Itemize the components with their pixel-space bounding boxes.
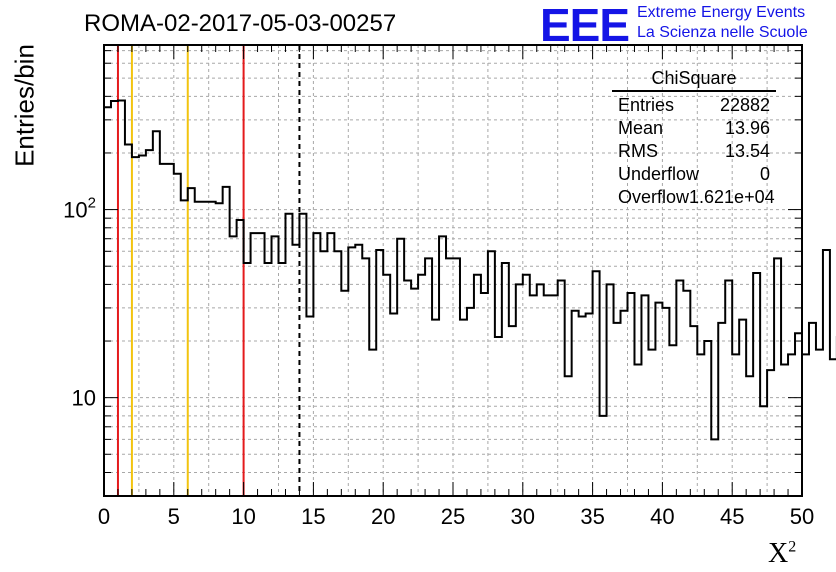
stats-value: 0 (759, 164, 770, 184)
chart-title: ROMA-02-2017-05-03-00257 (84, 10, 397, 37)
stats-label: RMS (618, 141, 658, 161)
x-tick-label: 35 (580, 504, 604, 529)
x-tick-label: 40 (650, 504, 674, 529)
eee-logo: EEE (540, 0, 630, 51)
stats-label: Underflow (618, 164, 700, 184)
stats-label: Entries (618, 95, 675, 115)
y-tick-label: 102 (63, 195, 96, 223)
marker-lines (116, 45, 301, 496)
stats-value: 22882 (719, 95, 770, 115)
x-tick-label: 15 (301, 504, 325, 529)
stats-value: 13.54 (724, 141, 770, 161)
logo-line-1: Extreme Energy Events (637, 4, 806, 21)
stats-row: RMS 13.54 (612, 140, 776, 163)
stats-row: Overflow 1.621e+04 (612, 186, 776, 209)
stats-label: Mean (618, 118, 664, 138)
stats-row: Mean 13.96 (612, 117, 776, 140)
x-tick-label: 5 (168, 504, 180, 529)
x-tick-label: 10 (231, 504, 255, 529)
stats-value: 1.621e+04 (689, 187, 775, 207)
y-axis-label: Entries/bin (9, 44, 40, 167)
axis-ticks (103, 45, 803, 496)
stats-label: Overflow (618, 187, 690, 207)
x-tick-label: 45 (720, 504, 744, 529)
stats-row: Underflow 0 (612, 163, 776, 186)
x-tick-label: 25 (441, 504, 465, 529)
x-tick-label: 20 (371, 504, 395, 529)
histogram-step-line (104, 99, 836, 441)
logo-line-2: La Scienza nelle Scuole (637, 24, 808, 41)
x-tick-labels: 0 5 10 15 20 25 30 35 40 45 50 (98, 504, 814, 529)
stats-title: ChiSquare (612, 68, 776, 92)
x-tick-label: 50 (790, 504, 814, 529)
y-tick-label: 10 (72, 386, 96, 411)
stats-row: Entries 22882 (612, 94, 776, 117)
x-axis-label: X2 (768, 538, 797, 569)
x-tick-label: 30 (511, 504, 535, 529)
x-tick-label: 0 (98, 504, 110, 529)
y-tick-labels: 10 102 (63, 195, 96, 411)
stats-box: ChiSquare Entries 22882 Mean 13.96 RMS 1… (612, 68, 776, 209)
grid (104, 45, 802, 496)
stats-value: 13.96 (724, 118, 770, 138)
